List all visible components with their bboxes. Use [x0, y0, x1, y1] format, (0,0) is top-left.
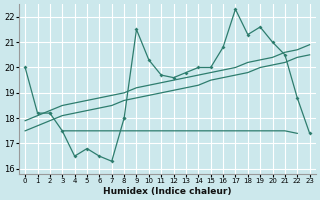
X-axis label: Humidex (Indice chaleur): Humidex (Indice chaleur): [103, 187, 232, 196]
